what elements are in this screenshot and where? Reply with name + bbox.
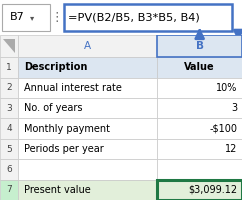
Bar	[157, 118, 242, 139]
Bar	[18, 118, 157, 139]
Text: 10%: 10%	[216, 83, 238, 93]
Text: Value: Value	[184, 62, 215, 72]
Bar	[0, 98, 18, 118]
Text: No. of years: No. of years	[24, 103, 83, 113]
Bar	[0, 180, 18, 200]
Bar	[157, 180, 242, 200]
Text: Present value: Present value	[24, 185, 91, 195]
Bar	[18, 180, 157, 200]
Bar	[157, 78, 242, 98]
Bar	[2, 4, 50, 31]
Bar	[157, 159, 242, 180]
Text: 3: 3	[6, 104, 12, 113]
Bar	[0, 35, 18, 57]
Text: 7: 7	[6, 185, 12, 194]
Text: B7: B7	[10, 12, 25, 22]
Text: A: A	[84, 41, 91, 51]
Bar	[157, 57, 242, 78]
Text: 4: 4	[6, 124, 12, 133]
Bar	[0, 78, 18, 98]
Bar	[0, 118, 18, 139]
Text: $3,099.12: $3,099.12	[189, 185, 238, 195]
Bar	[157, 139, 242, 159]
Text: ▾: ▾	[30, 13, 34, 22]
Text: =PV(B2/B5, B3*B5, B4): =PV(B2/B5, B3*B5, B4)	[68, 12, 200, 22]
Text: 12: 12	[225, 144, 238, 154]
Text: Monthly payment: Monthly payment	[24, 124, 110, 134]
Text: Annual interest rate: Annual interest rate	[24, 83, 122, 93]
Bar	[18, 35, 157, 57]
Bar	[18, 57, 157, 78]
Bar	[0, 159, 18, 180]
Text: Periods per year: Periods per year	[24, 144, 104, 154]
Bar	[157, 98, 242, 118]
Bar	[18, 159, 157, 180]
Polygon shape	[3, 39, 15, 53]
Bar	[64, 4, 232, 31]
Text: 3: 3	[232, 103, 238, 113]
Bar	[157, 180, 242, 200]
Bar	[18, 98, 157, 118]
Text: ⋮: ⋮	[51, 11, 63, 24]
Text: Description: Description	[24, 62, 88, 72]
Text: 2: 2	[6, 83, 12, 92]
Text: 6: 6	[6, 165, 12, 174]
Text: 5: 5	[6, 145, 12, 154]
Bar	[18, 78, 157, 98]
Bar	[18, 139, 157, 159]
Text: -$100: -$100	[210, 124, 238, 134]
Bar	[0, 57, 18, 78]
Bar	[157, 35, 242, 57]
Bar	[0, 139, 18, 159]
Text: 1: 1	[6, 63, 12, 72]
Text: B: B	[196, 41, 204, 51]
